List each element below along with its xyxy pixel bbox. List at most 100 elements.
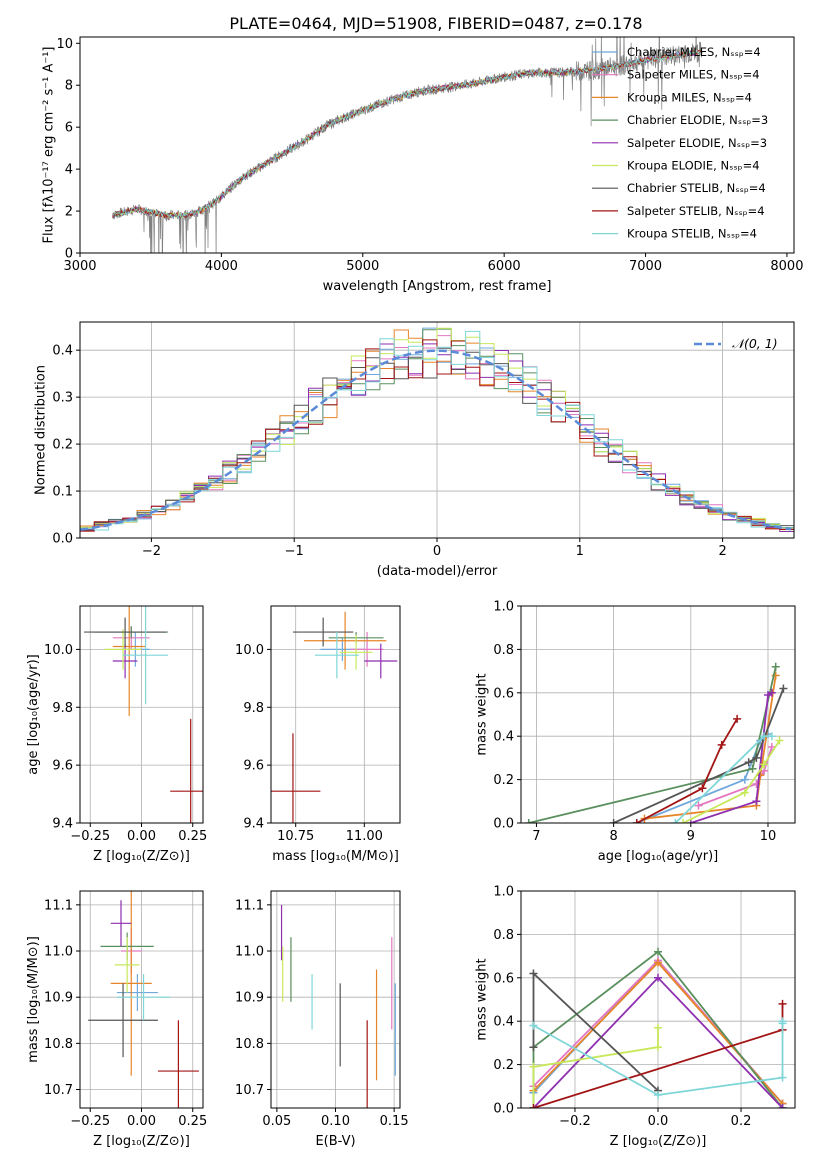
Z-mass-ytick-label-1: 10.8 (44, 1037, 73, 1052)
EBV-mass-xtick-label-1: 0.10 (321, 1114, 350, 1129)
residuals-ytick-label-4: 0.4 (52, 344, 73, 359)
age-massweight-marker-7-3 (733, 714, 742, 723)
Z-massweight-marker-7-0 (529, 1104, 538, 1108)
spectrum-model-line-6 (112, 49, 703, 219)
Z-mass-xtick-label-1: 0.00 (127, 1114, 156, 1129)
Z-massweight-marker-5-1 (529, 1062, 538, 1071)
Z-massweight-panel: −0.2 0.0 0.2 0.0 0.2 0.4 0.6 0.8 1.0 Z [log₁₀(Z/Z… (475, 885, 796, 1149)
EBV-mass-ytick-label-2: 10.9 (235, 991, 264, 1006)
spectrum-panel: 3000 4000 5000 6000 7000 8000 0 2 4 6 8 10 wavelengt… (41, 36, 803, 294)
mass-age-point-4 (364, 643, 398, 679)
spectrum-xlabel: wavelength [Angstrom, rest frame] (323, 279, 552, 294)
age-massweight-series-4 (686, 688, 776, 823)
age-massweight-marker-4-0 (686, 819, 695, 823)
Z-age-ytick-label-1: 9.6 (52, 759, 73, 774)
Z-age-ytick-label-3: 10.0 (44, 643, 73, 658)
age-massweight-frame (520, 605, 796, 824)
spectrum-legend-label-5: Kroupa ELODIE, Nₛₛₚ=4 (627, 159, 760, 173)
mass-age-xtick-label-1: 11.00 (346, 829, 383, 844)
EBV-mass-ytick-label-0: 10.7 (235, 1083, 264, 1098)
EBV-mass-panel: 0.05 0.10 0.15 10.7 10.8 10.9 11.0 11.1 E(B-V) (235, 890, 409, 1149)
figure-title: PLATE=0464, MJD=51908, FIBERID=0487, z=0… (229, 14, 642, 33)
Z-age-xlabel: Z [log₁₀(Z/Z⊙)] (93, 849, 190, 864)
EBV-mass-xtick-label-2: 0.15 (380, 1114, 409, 1129)
age-massweight-xtick-label-0: 7 (532, 829, 540, 844)
spectrum-model-line-4 (112, 49, 703, 219)
age-massweight-xtick-label-1: 8 (609, 829, 617, 844)
age-massweight-marker-7-1 (698, 784, 707, 793)
spectrum-plot-area (112, 37, 703, 253)
age-massweight-ytick-label-1: 0.2 (493, 773, 514, 788)
mass-age-point-2 (303, 611, 387, 670)
mass-age-ytick-label-1: 9.6 (243, 759, 264, 774)
Z-age-panel: −0.25 0.00 0.25 9.4 9.6 9.8 10.0 Z [log₁₀(Z/Z⊙)… (26, 605, 207, 864)
spectrum-xtick-label-3: 6000 (488, 259, 521, 274)
age-massweight-marker-0-1 (740, 775, 749, 784)
residuals-xtick-label-3: 1 (576, 544, 584, 559)
Z-mass-ytick-label-0: 10.7 (44, 1083, 73, 1098)
Z-massweight-marker-4-2 (778, 1104, 787, 1108)
age-massweight-ytick-label-4: 0.8 (493, 643, 514, 658)
age-massweight-ytick-label-0: 0.0 (493, 817, 514, 832)
EBV-mass-ytick-label-1: 10.8 (235, 1037, 264, 1052)
Z-mass-ytick-label-3: 11.0 (44, 945, 73, 960)
mass-age-ytick-label-2: 9.8 (243, 701, 264, 716)
Z-age-point-7 (170, 718, 203, 823)
mass-age-plot-area (271, 611, 398, 823)
Z-massweight-marker-7-2 (778, 999, 787, 1008)
mass-age-point-8 (314, 632, 359, 679)
Z-age-plot-area (84, 606, 203, 823)
Z-mass-ytick-label-2: 10.9 (44, 991, 73, 1006)
mass-age-point-6 (292, 617, 354, 647)
residuals-plot-area (80, 327, 794, 534)
Z-age-ytick-label-0: 9.4 (52, 817, 73, 832)
spectrum-ytick-label-5: 10 (56, 37, 73, 52)
spectrum-legend-label-7: Salpeter STELIB, Nₛₛₚ=4 (627, 204, 765, 218)
age-massweight-panel: 7 8 9 10 0.0 0.2 0.4 0.6 0.8 1.0 age [log₁₀(age/yr… (475, 600, 796, 864)
mass-age-xtick-label-0: 10.75 (277, 829, 314, 844)
spectrum-model-line-3 (112, 50, 702, 219)
Z-age-point-6 (84, 617, 167, 647)
mass-age-point-5 (339, 634, 373, 670)
spectrum-model-line-8 (112, 49, 703, 219)
residual-histogram-8 (80, 330, 794, 533)
Z-age-xtick-label-1: 0.00 (127, 829, 156, 844)
Z-mass-point-7 (157, 1020, 199, 1108)
residuals-xtick-label-2: 0 (433, 544, 441, 559)
spectrum-legend-label-8: Kroupa STELIB, Nₛₛₚ=4 (627, 227, 757, 241)
age-massweight-xtick-label-2: 9 (687, 829, 695, 844)
spectrum-ytick-label-2: 4 (65, 163, 73, 178)
Z-massweight-series-8 (529, 1017, 787, 1099)
Z-age-point-2 (112, 606, 146, 716)
Z-mass-panel: −0.25 0.00 0.25 10.7 10.8 10.9 11.0 11.1 Z [log₁… (26, 890, 207, 1149)
age-massweight-series-2 (640, 671, 780, 823)
age-massweight-ylabel: mass weight (475, 673, 490, 755)
spectrum-legend: Chabrier MILES, Nₛₛₚ=4 Salpeter MILES, Nₛ… (592, 45, 768, 241)
EBV-mass-xlabel: E(B-V) (315, 1134, 355, 1149)
spectrum-model-line-1 (112, 49, 703, 219)
residuals-panel: −2 −1 0 1 2 0.0 0.1 0.2 0.3 0.4 (data-model)/error… (34, 321, 795, 579)
Z-massweight-xlabel: Z [log₁₀(Z/Z⊙)] (610, 1134, 707, 1149)
age-massweight-marker-4-3 (767, 688, 776, 697)
age-massweight-marker-3-0 (524, 819, 533, 823)
Z-massweight-xtick-label-1: 0.0 (648, 1114, 669, 1129)
mass-age-ytick-label-3: 10.0 (235, 643, 264, 658)
age-massweight-series-6 (609, 684, 788, 823)
residuals-xlabel: (data-model)/error (377, 564, 498, 579)
spectrum-xtick-label-5: 8000 (770, 259, 803, 274)
age-massweight-series-5 (679, 736, 784, 823)
age-massweight-plot-area (524, 662, 788, 823)
age-massweight-marker-5-1 (740, 788, 749, 797)
age-massweight-marker-8-2 (767, 732, 776, 741)
spectrum-ytick-label-4: 8 (65, 79, 73, 94)
normal-distribution-curve (80, 349, 792, 532)
age-massweight-series-8 (671, 732, 776, 823)
age-massweight-marker-4-1 (752, 797, 761, 806)
Z-massweight-ytick-label-4: 0.8 (493, 928, 514, 943)
age-massweight-marker-5-0 (679, 819, 688, 823)
Z-mass-plot-area (88, 891, 199, 1108)
age-massweight-marker-1-0 (694, 801, 703, 810)
residuals-xtick-label-0: −2 (142, 544, 161, 559)
age-massweight-marker-6-0 (609, 819, 618, 823)
